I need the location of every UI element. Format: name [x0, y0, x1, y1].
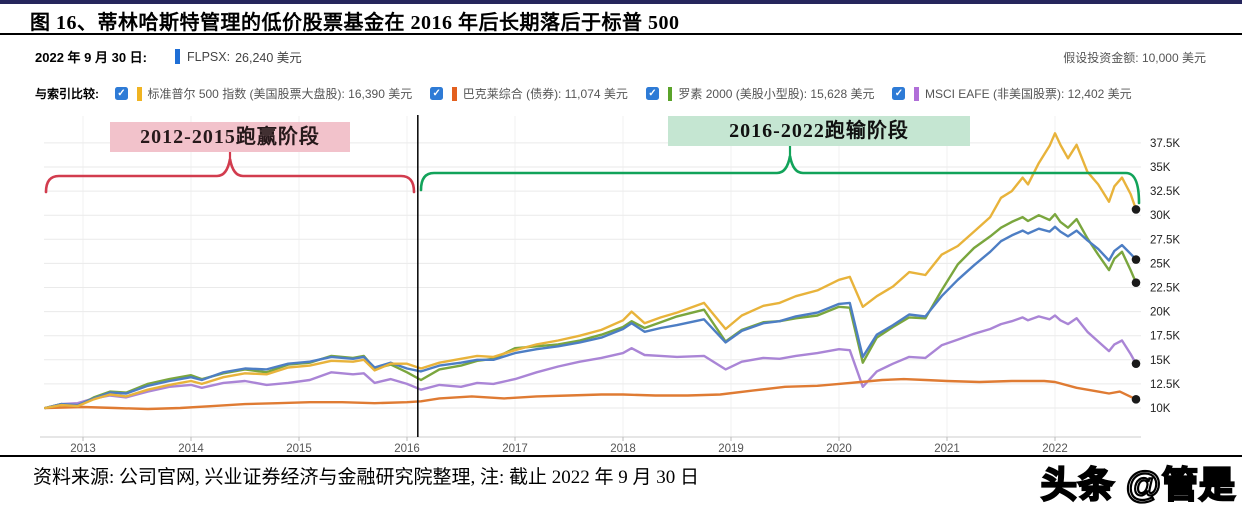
svg-text:35K: 35K	[1150, 162, 1171, 174]
check-icon: ✓	[117, 88, 126, 99]
svg-text:10K: 10K	[1150, 403, 1171, 415]
source-note: 资料来源: 公司官网, 兴业证券经济与金融研究院整理, 注: 截止 2022 年…	[33, 467, 700, 488]
svg-text:2019: 2019	[718, 443, 744, 455]
svg-text:2013: 2013	[70, 443, 96, 455]
svg-text:25K: 25K	[1150, 258, 1171, 270]
growth-line-chart: 37.5K 35K 32.5K 30K 27.5K 25K 22.5K 20K 17.5K 15K…	[40, 115, 1180, 455]
svg-text:30K: 30K	[1150, 210, 1171, 222]
svg-text:15K: 15K	[1150, 355, 1171, 367]
svg-text:2017: 2017	[502, 443, 528, 455]
svg-text:2018: 2018	[610, 443, 636, 455]
check-icon: ✓	[894, 88, 904, 99]
compare-indices-label: 与索引比较:	[35, 87, 99, 101]
as-of-date-label: 2022 年 9 月 30 日:	[35, 50, 147, 65]
check-icon: ✓	[432, 88, 441, 99]
legend-item-russell2000: ✓ 罗素 2000 (美股小型股): 15,628 美元	[645, 85, 875, 102]
underperform-phase-callout: 2016-2022跑输阶段	[668, 116, 970, 146]
checkbox-checked[interactable]: ✓	[892, 87, 906, 100]
legend-color-marker	[452, 86, 457, 101]
legend: 与索引比较: ✓ 标准普尔 500 指数 (美国股票大盘股): 16,390 美…	[35, 85, 1150, 102]
watermark-logo: 头条 @管是	[1040, 463, 1236, 506]
svg-text:2022: 2022	[1042, 443, 1068, 455]
legend-item-label: MSCI EAFE (非美国股票): 12,402 美元	[924, 87, 1132, 101]
outperform-phase-callout: 2012-2015跑赢阶段	[110, 122, 350, 152]
svg-text:2015: 2015	[286, 443, 312, 455]
legend-color-marker	[667, 86, 673, 101]
legend-item-label: 标准普尔 500 指数 (美国股票大盘股): 16,390 美元	[147, 87, 413, 101]
svg-text:2020: 2020	[826, 443, 852, 455]
svg-text:27.5K: 27.5K	[1150, 234, 1180, 246]
checkbox-checked[interactable]: ✓	[115, 87, 128, 100]
investment-amount-label: 假设投资金额: 10,000 美元	[1063, 51, 1206, 65]
legend-item-label: 巴克莱综合 (债券): 11,074 美元	[462, 87, 628, 101]
check-icon: ✓	[648, 88, 657, 99]
svg-text:17.5K: 17.5K	[1150, 331, 1180, 343]
svg-text:2016: 2016	[394, 443, 420, 455]
fund-color-marker	[175, 49, 180, 64]
svg-text:12.5K: 12.5K	[1150, 379, 1180, 391]
fund-value: 26,240 美元	[235, 51, 302, 65]
top-divider	[0, 0, 1242, 4]
figure-title: 图 16、蒂林哈斯特管理的低价股票基金在 2016 年后长期落后于标普 500	[30, 12, 680, 34]
legend-item-msci-eafe: ✓ MSCI EAFE (非美国股票): 12,402 美元	[892, 85, 1132, 102]
legend-color-marker	[137, 86, 142, 101]
legend-color-marker	[914, 86, 919, 101]
svg-text:20K: 20K	[1150, 307, 1171, 319]
svg-text:22.5K: 22.5K	[1150, 283, 1180, 295]
svg-text:2014: 2014	[178, 443, 204, 455]
svg-text:37.5K: 37.5K	[1150, 138, 1180, 150]
checkbox-checked[interactable]: ✓	[430, 87, 444, 100]
chart-header: 2022 年 9 月 30 日: FLPSX: 26,240 美元	[35, 47, 302, 66]
title-underline	[0, 33, 1242, 35]
checkbox-checked[interactable]: ✓	[645, 87, 659, 100]
fund-name-label: FLPSX:	[187, 49, 231, 64]
legend-item-barclays: ✓ 巴克莱综合 (债券): 11,074 美元	[430, 85, 628, 102]
svg-text:32.5K: 32.5K	[1150, 186, 1180, 198]
legend-item-label: 罗素 2000 (美股小型股): 15,628 美元	[678, 87, 875, 101]
svg-text:2021: 2021	[934, 443, 960, 455]
legend-item-sp500: ✓ 标准普尔 500 指数 (美国股票大盘股): 16,390 美元	[115, 85, 412, 102]
bottom-divider	[0, 455, 1242, 457]
